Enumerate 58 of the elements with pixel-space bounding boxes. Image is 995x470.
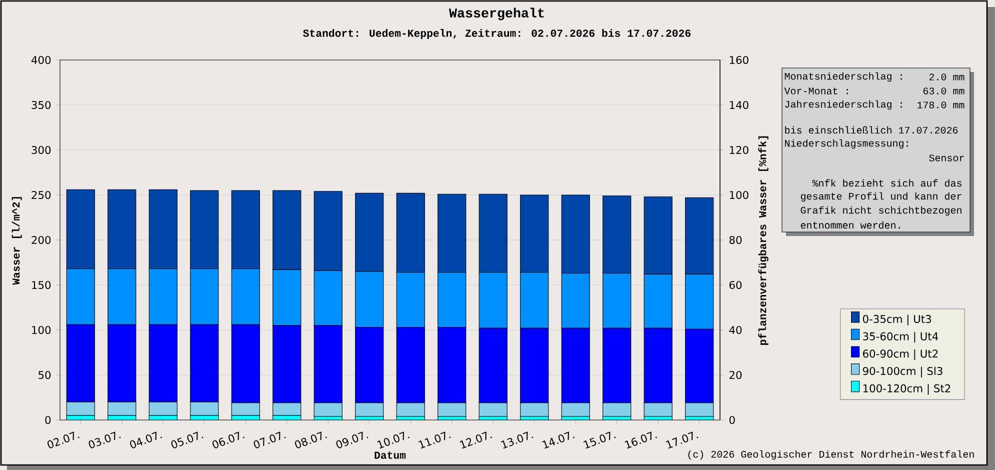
y2-tick-label: 80 xyxy=(729,236,742,244)
text: %nfk bezieht sich auf das xyxy=(812,179,962,187)
y-tick-label: 100 xyxy=(32,326,51,334)
y-tick-label: 150 xyxy=(32,280,51,290)
y2-tick-label: 0 xyxy=(729,416,735,424)
x-tick-label: 05.07. xyxy=(171,432,204,448)
chart-subtitle: Standort: Uedem-Keppeln, Zeitraum: 02.07.2026 bis 17.07.2026 xyxy=(303,29,691,39)
y-tick-label: 300 xyxy=(32,146,51,154)
text: Monatsniederschlag : xyxy=(784,72,902,82)
x-tick-label: 12.07. xyxy=(460,432,492,449)
x-tick-label: 16.07. xyxy=(624,432,657,449)
text: Grafik nicht schichtbezogen xyxy=(800,206,962,216)
text: 63.0 mm xyxy=(923,88,964,94)
text: entnommen werden. xyxy=(800,221,900,229)
x-tick-label: 11.07. xyxy=(418,432,451,449)
text: Vor-Monat : xyxy=(784,88,848,94)
x-tick-label: 07.07. xyxy=(254,432,286,448)
x-tick-label: 10.07. xyxy=(377,432,410,449)
x-tick-label: 08.07. xyxy=(295,432,327,448)
x-tick-label: 14.07. xyxy=(542,432,574,449)
y2-tick-label: 120 xyxy=(730,146,748,154)
legend-label: 60-90cm | Ut2 xyxy=(863,349,938,360)
text: 178.0 mm xyxy=(917,102,964,108)
legend-label: 100-120cm | St2 xyxy=(863,384,950,395)
y-tick-label: 350 xyxy=(32,100,51,110)
x-tick-label: 02.07. xyxy=(48,432,80,448)
y2-tick-label: 140 xyxy=(730,100,748,110)
x-tick-label: 06.07. xyxy=(212,432,244,448)
x-tick-label: 13.07. xyxy=(500,432,534,449)
y-tick-label: 50 xyxy=(38,370,51,380)
y2-axis-title: pflanzenverfügbares Wasser [%nfk] xyxy=(758,136,768,345)
chart-title: Wassergehalt xyxy=(449,8,544,20)
legend-label: 35-60cm | Ut4 xyxy=(863,332,938,343)
x-axis-title: Datum xyxy=(374,452,406,459)
x-tick-label: 09.07. xyxy=(336,432,368,448)
legend-label: 0-35cm | Ut3 xyxy=(862,314,932,326)
y-axis-title: Wasser [l/m^2] xyxy=(12,197,22,285)
y2-tick-label: 40 xyxy=(729,326,742,334)
text: bis einschließlich 17.07.2026 xyxy=(785,126,958,134)
text: (c) 2026 Geologischer Dienst Nordrhein-Westfalen xyxy=(688,450,974,460)
legend-label: 90-100cm | Sl3 xyxy=(862,366,942,378)
y-tick-label: 0 xyxy=(45,416,51,424)
y2-tick-label: 160 xyxy=(730,56,748,64)
text: 2.0 mm xyxy=(929,74,964,80)
y-tick-label: 200 xyxy=(32,236,51,244)
text: Sensor xyxy=(929,154,964,162)
text: gesamte Profil und kann der xyxy=(800,192,962,202)
y-tick-label: 250 xyxy=(32,190,51,200)
x-tick-label: 03.07. xyxy=(88,432,121,448)
text: Jahresniederschlag : xyxy=(785,100,902,110)
y2-tick-label: 100 xyxy=(730,190,748,200)
y2-tick-label: 20 xyxy=(730,370,742,380)
x-tick-label: 04.07. xyxy=(130,432,162,448)
x-tick-label: 17.07. xyxy=(666,432,698,449)
text: Niederschlagsmessung: xyxy=(785,139,908,149)
y2-tick-label: 60 xyxy=(729,280,742,290)
x-tick-label: 15.07. xyxy=(583,432,616,449)
y-tick-label: 400 xyxy=(31,56,51,64)
